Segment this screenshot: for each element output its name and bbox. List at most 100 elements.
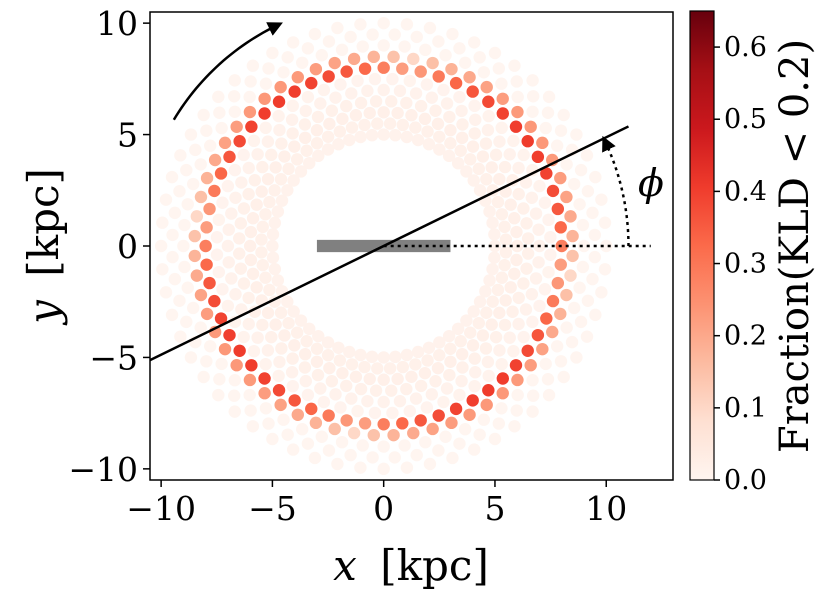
colorbar-tick-label: 0.1 [724,393,767,424]
scatter-point [444,137,457,150]
scatter-point [377,440,390,453]
scatter-point [310,342,324,355]
scatter-point [581,294,595,307]
scatter-point [546,184,560,198]
x-tick-label: −5 [248,489,297,528]
scatter-point [488,46,502,60]
x-axis-label: x [kpc] [333,541,489,590]
scatter-point [268,262,282,276]
y-tick-label: 5 [117,116,138,155]
scatter-point [282,316,295,330]
scatter-point [499,233,513,246]
scatter-point [377,373,390,386]
scatter-point [414,379,428,393]
scatter-point [165,308,179,322]
scatter-point [589,308,602,322]
scatter-point [456,118,469,131]
scatter-point [405,370,418,383]
scatter-point [266,228,280,241]
scatter-point [480,80,493,94]
scatter-point [429,375,442,388]
scatter-point [194,321,207,334]
scatter-point [539,357,552,371]
scatter-point [387,50,400,64]
scatter-point [273,123,286,137]
scatter-point [311,110,325,124]
scatter-point [228,405,241,418]
scatter-point [243,90,256,104]
scatter-point [398,439,411,452]
scatter-point [595,286,608,299]
scatter-point [442,149,456,163]
scatter-point [517,277,530,290]
scatter-point [396,118,410,132]
scatter-point [363,372,376,386]
scatter-point [532,223,545,236]
scatter-point [536,136,549,150]
scatter-point [245,359,258,372]
scatter-point [261,172,275,186]
scatter-point [354,130,367,144]
scatter-point [499,294,512,307]
scatter-point [486,262,499,276]
scatter-point [266,432,279,446]
scatter-point [511,373,524,387]
scatter-point [246,212,260,225]
scatter-point [333,354,347,367]
scatter-point [429,104,442,117]
scatter-point [358,118,371,132]
scatter-point [190,269,204,282]
scatter-point [539,121,552,135]
scatter-point [246,267,260,280]
scatter-point [400,461,414,474]
scatter-point [458,423,472,436]
scatter-point [498,318,512,332]
scatter-point [420,78,434,91]
scatter-point [414,414,427,427]
scatter-point [554,171,567,185]
scatter-point [200,221,213,234]
scatter-point [538,196,552,209]
scatter-point [367,50,380,64]
scatter-point [272,369,285,383]
scatter-point [455,104,468,118]
x-tick-label: 0 [373,489,394,528]
scatter-point [588,228,602,242]
scatter-point [388,28,401,41]
scatter-point [262,62,275,75]
scatter-point [156,263,169,276]
scatter-point [266,251,280,264]
scatter-point [453,90,466,104]
scatter-point [473,51,486,64]
annotation-overlays [150,22,651,362]
scatter-point [598,263,612,276]
scatter-point [449,402,463,416]
scatter-point [298,118,312,131]
scatter-point [440,382,454,395]
scatter-point [455,347,469,361]
scatter-point [242,291,255,305]
scatter-point [340,414,353,427]
scatter-point [473,295,487,308]
scatter-point [426,422,439,436]
scatter-point [345,392,358,405]
scatter-point [468,443,481,456]
scatter-point [377,395,390,409]
scatter-point [488,228,501,241]
scatter-point [321,349,335,362]
scatter-point [322,70,335,83]
scatter-point [433,143,446,156]
scatter-point [256,258,269,272]
scatter-point [222,256,235,269]
scatter-point [291,71,304,84]
scatter-point [423,457,437,471]
scatter-point [479,342,493,355]
scatter-point [576,218,590,232]
colorbar-tick-label: 0.6 [724,32,767,63]
scatter-point [439,49,452,62]
scatter-point [510,253,523,267]
scatter-point [422,138,436,151]
scatter-point [567,301,581,315]
scatter-point [275,137,288,150]
scatter-point [554,124,568,137]
